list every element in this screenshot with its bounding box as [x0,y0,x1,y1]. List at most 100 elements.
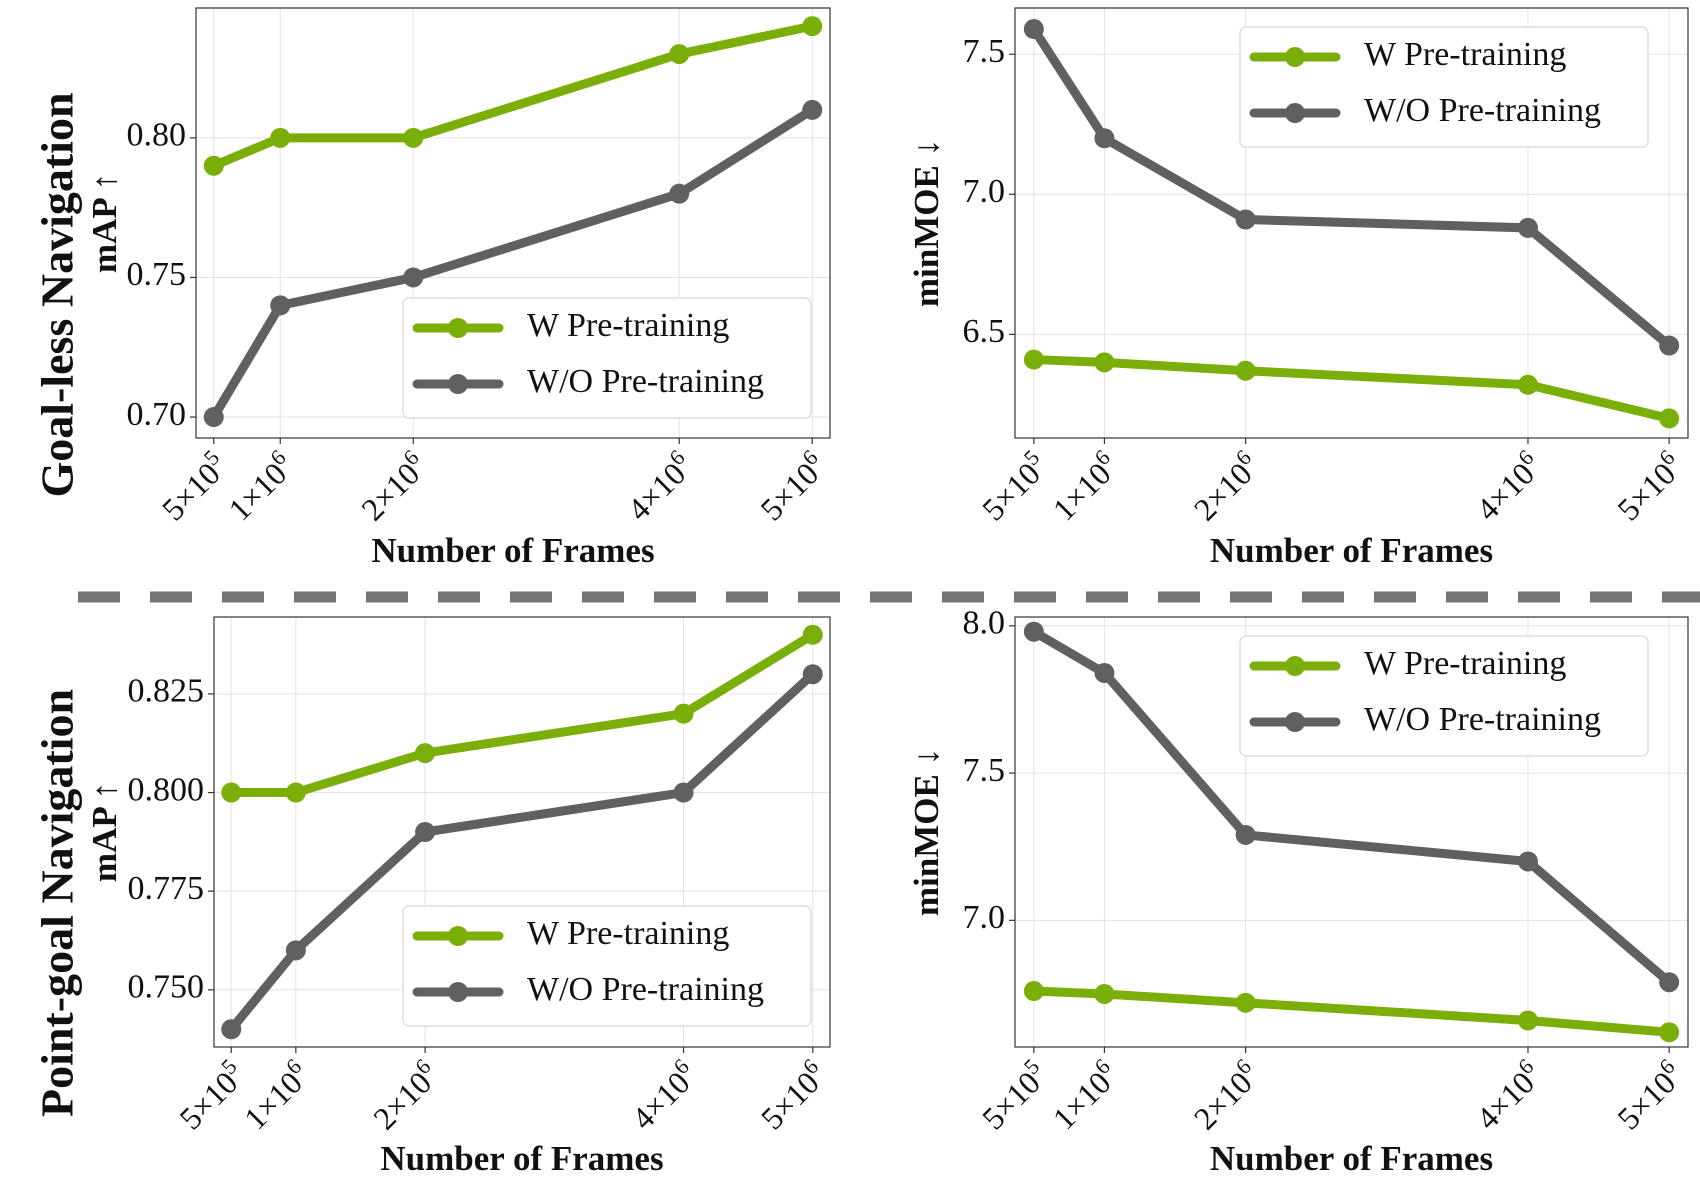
legend-box [402,905,812,1027]
legend-marker [1285,103,1305,123]
y-tick-label: 7.5 [963,752,1006,789]
x-tick-label: 5×106 [750,445,833,528]
data-point-w-pretraining [1517,374,1538,395]
data-point-w-pretraining [403,127,424,148]
data-point-wo-pretraining [1517,851,1538,872]
y-tick-label: 7.5 [963,33,1006,70]
legend: W Pre-training W/O Pre-training [1239,635,1649,757]
x-tick-label: 2×106 [1184,445,1267,528]
data-point-w-pretraining [221,782,242,803]
data-point-w-pretraining [1235,360,1256,381]
plot-area [1014,616,1689,1048]
legend-label: W/O Pre-training [527,363,764,400]
y-axis-label: mAP ↑ [85,782,124,882]
data-point-wo-pretraining [1517,217,1538,238]
legend: W Pre-training W/O Pre-training [402,297,812,419]
data-point-wo-pretraining [285,940,306,961]
x-axis-label: Number of Frames [371,531,654,570]
data-point-w-pretraining [802,624,823,645]
data-point-wo-pretraining [802,664,823,685]
series-line-w-pretraining [209,21,817,171]
legend-label: W Pre-training [1364,645,1566,682]
y-tick-label: 8.0 [963,605,1006,642]
data-point-wo-pretraining [415,822,436,842]
y-tick-label: 0.800 [128,771,205,808]
series-line-w-pretraining [1029,355,1674,423]
x-tick-label: 1×106 [234,1054,317,1137]
y-tick-label: 6.5 [963,313,1006,350]
y-tick-label: 0.80 [127,117,187,154]
y-tick-label: 7.0 [963,899,1006,936]
x-axis-label: Number of Frames [1210,1139,1493,1178]
data-point-wo-pretraining [270,295,291,316]
legend-label: W Pre-training [527,307,729,344]
legend-label: W Pre-training [1364,36,1566,73]
series-line-w-pretraining [226,630,818,798]
data-point-w-pretraining [1094,983,1115,1004]
x-tick-label: 4×106 [1466,445,1549,528]
y-tick-label: 0.750 [128,969,205,1006]
data-point-wo-pretraining [1235,209,1256,230]
data-point-w-pretraining [802,16,823,37]
data-point-wo-pretraining [1094,128,1115,149]
data-point-wo-pretraining [802,99,823,120]
data-point-w-pretraining [669,44,690,65]
data-point-wo-pretraining [1023,621,1044,642]
y-tick-label: 0.75 [127,256,187,293]
legend-marker [448,982,468,1002]
legend-marker [1285,656,1305,676]
chart-panels: 0.700.750.805×1051×1062×1064×1065×106mAP… [85,7,1690,1178]
legend-label: W/O Pre-training [527,971,764,1008]
plot-area [1014,7,1689,439]
data-point-w-pretraining [270,127,291,148]
data-point-w-pretraining [1094,352,1115,373]
x-tick-label: 1×106 [218,445,301,528]
legend: W Pre-training W/O Pre-training [1239,26,1649,148]
legend-marker [448,318,468,338]
legend-label: W Pre-training [527,915,729,952]
x-tick-label: 5×106 [751,1054,834,1137]
data-point-wo-pretraining [669,183,690,204]
y-axis-label: minMOE ↓ [907,748,946,916]
x-tick-label: 5×106 [1607,445,1690,528]
x-tick-label: 1×106 [1043,1054,1126,1137]
plot-area [213,616,831,1048]
data-point-wo-pretraining [673,782,694,803]
data-point-w-pretraining [1235,992,1256,1013]
x-axis-label: Number of Frames [1210,531,1493,570]
y-tick-label: 0.70 [127,396,187,433]
data-point-wo-pretraining [1094,662,1115,683]
x-tick-label: 5×105 [972,445,1055,528]
x-tick-label: 2×106 [351,445,434,528]
data-point-w-pretraining [203,155,224,176]
y-tick-label: 0.825 [128,673,205,710]
legend-marker [1285,47,1305,67]
data-point-w-pretraining [1659,408,1680,429]
y-tick-label: 7.0 [963,173,1006,210]
data-point-wo-pretraining [1235,824,1256,845]
legend-label: W/O Pre-training [1364,701,1601,738]
legend-label: W/O Pre-training [1364,92,1601,129]
x-axis-label: Number of Frames [380,1139,663,1178]
x-tick-label: 2×106 [363,1054,446,1137]
data-point-w-pretraining [1023,349,1044,370]
x-tick-label: 5×105 [169,1054,252,1137]
data-point-wo-pretraining [403,267,424,288]
data-point-w-pretraining [1023,981,1044,1002]
x-tick-label: 4×106 [617,445,700,528]
data-point-w-pretraining [673,703,694,724]
legend-box [1239,635,1649,757]
data-point-w-pretraining [1517,1010,1538,1031]
y-tick-label: 0.775 [128,870,205,907]
y-axis-label: mAP ↑ [85,173,124,273]
data-point-w-pretraining [285,782,306,803]
data-point-wo-pretraining [1023,19,1044,40]
x-tick-label: 2×106 [1184,1054,1267,1137]
plot-area [195,7,831,439]
legend-box [1239,26,1649,148]
